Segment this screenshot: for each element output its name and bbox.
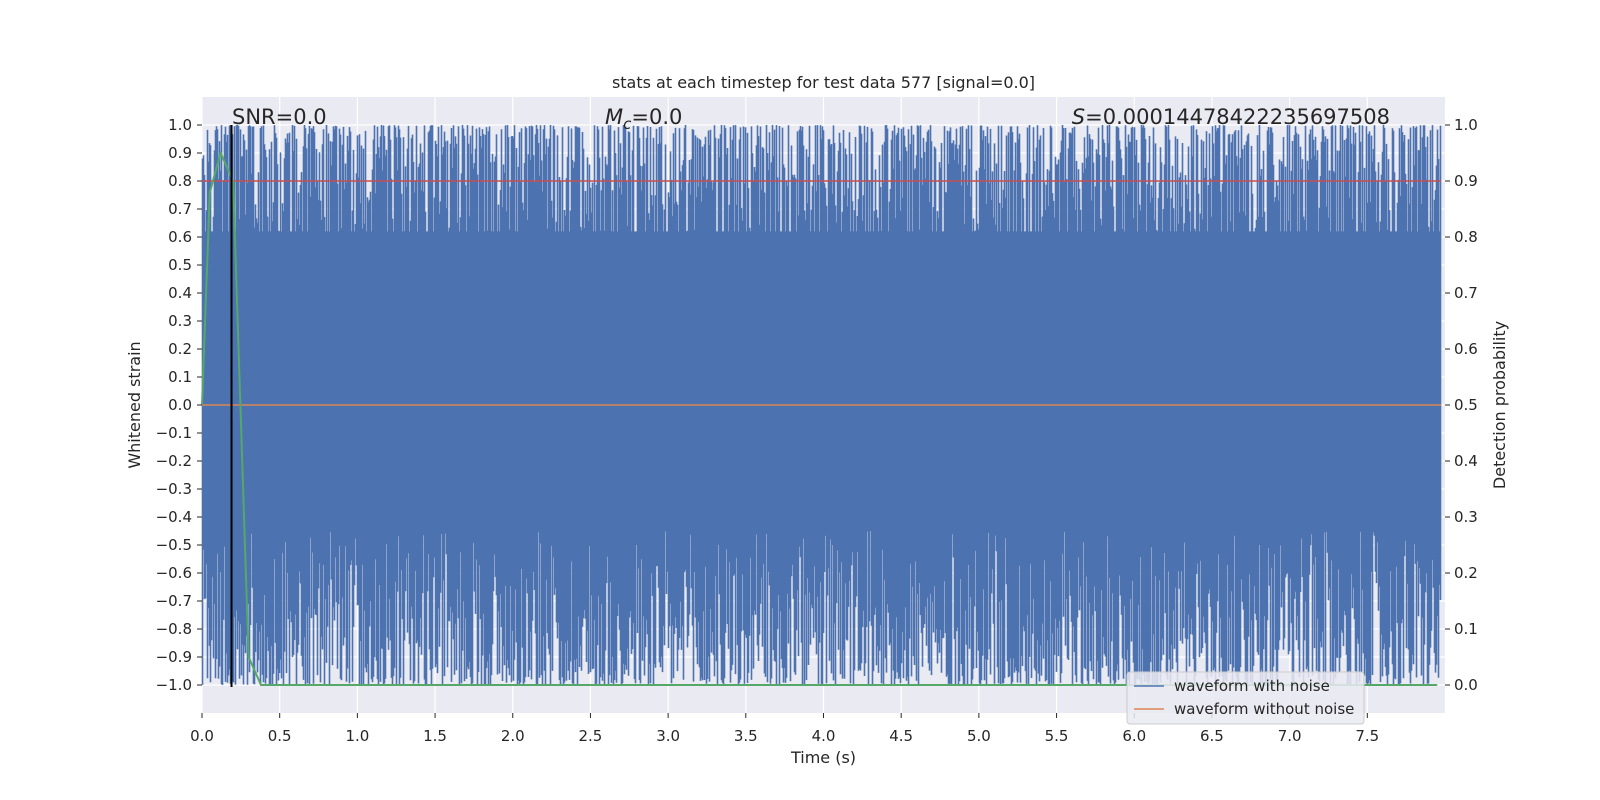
axes: 0.0 0.5 1.0 1.5 2.0 2.5 3.0 3.5 4.0 4.5 5.0 5.5 6.0 6… [156,116,1478,745]
noise-waveform-core [202,231,1441,512]
x-tick-label: 7.0 [1278,727,1302,745]
y-tick-label: −0.2 [156,452,192,470]
x-tick-label: 1.0 [345,727,369,745]
y2-tick-label: 1.0 [1454,116,1478,134]
y-tick-label: −0.9 [156,648,192,666]
y-tick-label: −0.6 [156,564,192,582]
y2-tick-label: 0.3 [1454,508,1478,526]
y-tick-label: −0.4 [156,508,192,526]
legend-label-waveform-with-noise: waveform with noise [1174,677,1330,695]
annotation-chirp-mass-subscript: c [623,115,632,133]
annotation-chirp-mass-value: =0.0 [631,105,682,129]
y-tick-label: 0.2 [168,340,192,358]
y-tick-label: 0.3 [168,312,192,330]
legend: waveform with noise waveform without noi… [1126,671,1365,725]
y2-tick-label: 0.9 [1454,172,1478,190]
y-tick-label: −1.0 [156,676,192,694]
y2-axis-label: Detection probability [1490,321,1509,489]
y-axis-label: Whitened strain [125,341,144,468]
y2-tick-label: 0.0 [1454,676,1478,694]
y-tick-label: 0.5 [168,256,192,274]
y-tick-label: 0.8 [168,172,192,190]
y-tick-label: 0.7 [168,200,192,218]
annotation-s-symbol: S [1072,105,1085,129]
y2-tick-label: 0.8 [1454,228,1478,246]
x-tick-label: 6.5 [1200,727,1224,745]
y2-tick-label: 0.5 [1454,396,1478,414]
x-tick-label: 2.0 [501,727,525,745]
y-tick-label: 0.6 [168,228,192,246]
y2-tick-label: 0.6 [1454,340,1478,358]
y-tick-label: −0.8 [156,620,192,638]
y-tick-label: −0.7 [156,592,192,610]
series-waveform-with-noise [201,125,1442,685]
x-tick-label: 0.0 [190,727,214,745]
x-tick-label: 5.5 [1045,727,1069,745]
x-tick-label: 4.5 [889,727,913,745]
annotation-snr: SNR=0.0 [232,105,327,129]
x-tick-label: 3.0 [656,727,680,745]
y2-tick-label: 0.7 [1454,284,1478,302]
x-tick-label: 4.0 [812,727,836,745]
y-tick-label: 0.9 [168,144,192,162]
legend-box [1126,671,1365,725]
y2-tick-label: 0.2 [1454,564,1478,582]
annotation-s-value: =0.00014478422235697508 [1085,105,1390,129]
y-tick-label: −0.5 [156,536,192,554]
y2-tick-label: 0.1 [1454,620,1478,638]
x-tick-label: 1.5 [423,727,447,745]
series-detection-probability [201,150,1438,686]
x-axis-label: Time (s) [790,748,856,767]
x-tick-label: 2.5 [579,727,603,745]
x-tick-label: 0.5 [268,727,292,745]
x-tick-label: 6.0 [1122,727,1146,745]
x-tick-label: 5.0 [967,727,991,745]
x-tick-label: 3.5 [734,727,758,745]
y-tick-label: −0.3 [156,480,192,498]
chart-title: stats at each timestep for test data 577… [612,73,1035,92]
y-tick-label: 0.4 [168,284,192,302]
y2-tick-label: 0.4 [1454,452,1478,470]
legend-label-waveform-without-noise: waveform without noise [1174,700,1354,718]
y-tick-label: −0.1 [156,424,192,442]
y-tick-label: 1.0 [168,116,192,134]
annotation-s: S=0.00014478422235697508 [1072,105,1390,129]
overlays [201,125,1441,687]
y-tick-label: 0.1 [168,368,192,386]
x-tick-label: 7.5 [1355,727,1379,745]
annotation-chirp-mass-symbol: M [605,105,623,129]
annotation-chirp-mass: Mc=0.0 [605,105,682,133]
y-tick-label: 0.0 [168,396,192,414]
